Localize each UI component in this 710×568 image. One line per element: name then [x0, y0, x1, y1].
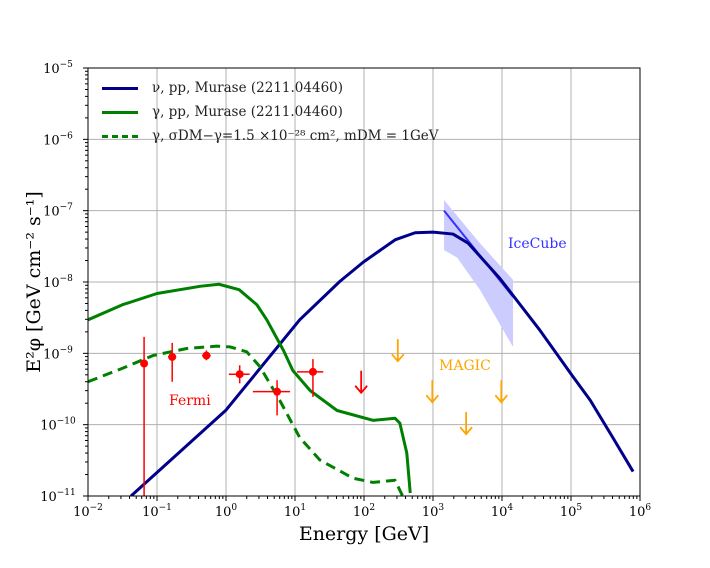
- x-tick-exponent: −2: [90, 503, 103, 513]
- x-tick-base: 10: [491, 505, 508, 520]
- y-tick-exponent: −6: [60, 131, 74, 141]
- y-tick-label: 10−6: [43, 131, 73, 148]
- plot-frame: [87, 67, 641, 497]
- legend-item-gamma-dm: γ, σDM−γ=1.5 ×10⁻²⁸ cm², mDM = 1GeV: [96, 124, 439, 148]
- x-tick-label: 106: [629, 503, 652, 520]
- fermi-data-point: [168, 352, 177, 361]
- legend-item-neutrino: ν, pp, Murase (2211.04460): [96, 76, 439, 100]
- legend-label-neutrino: ν, pp, Murase (2211.04460): [152, 80, 344, 96]
- y-tick-exponent: −7: [60, 203, 74, 213]
- neutrino-pp-curve: [129, 230, 635, 496]
- legend-swatch-neutrino: [102, 86, 138, 90]
- fermi-data-point: [308, 367, 317, 376]
- magic-upper-limit-head: [459, 426, 473, 436]
- x-tick-exponent: −1: [159, 503, 172, 513]
- x-tick-label: 102: [353, 503, 375, 520]
- x-tick-label: 10−2: [73, 503, 103, 520]
- y-tick-label: 10−5: [43, 60, 73, 77]
- x-tick-label: 10−1: [142, 503, 172, 520]
- x-tick-label: 101: [284, 503, 306, 520]
- x-axis-label: Energy [GeV]: [299, 523, 429, 545]
- x-tick-exponent: 5: [576, 503, 582, 513]
- x-tick-exponent: 1: [300, 503, 306, 513]
- legend-swatch-gamma-dm: [102, 134, 138, 138]
- x-tick-base: 10: [560, 505, 577, 520]
- y-tick-base: 10: [40, 419, 57, 434]
- x-tick-base: 10: [422, 505, 439, 520]
- y-tick-exponent: −5: [60, 60, 74, 70]
- icecube-band: [444, 200, 514, 347]
- y-tick-base: 10: [43, 276, 60, 291]
- gamma-pp-curve: [88, 282, 412, 494]
- fermi-data-point: [235, 370, 244, 379]
- icecube-label: IceCube: [508, 236, 567, 252]
- y-tick-label: 10−10: [40, 417, 76, 434]
- y-tick-label: 10−7: [43, 203, 73, 220]
- y-tick-label: 10−11: [40, 488, 76, 505]
- y-tick-base: 10: [43, 133, 60, 148]
- x-tick-base: 10: [284, 505, 301, 520]
- legend-item-gamma: γ, pp, Murase (2211.04460): [96, 100, 439, 124]
- magic-label: MAGIC: [439, 358, 491, 374]
- fermi-data-point: [140, 359, 149, 368]
- legend-swatch-gamma: [102, 110, 138, 114]
- magic-upper-limit-head: [425, 394, 439, 404]
- x-tick-exponent: 0: [231, 503, 237, 513]
- gamma-dm-dashed-curve: [88, 344, 405, 496]
- y-tick-base: 10: [40, 490, 57, 505]
- x-tick-label: 105: [560, 503, 583, 520]
- x-tick-base: 10: [215, 505, 232, 520]
- fermi-data-point: [273, 387, 282, 396]
- y-tick-exponent: −8: [60, 274, 74, 284]
- y-tick-base: 10: [43, 205, 60, 220]
- x-tick-label: 103: [422, 503, 445, 520]
- legend: ν, pp, Murase (2211.04460) γ, pp, Murase…: [96, 76, 439, 148]
- x-tick-base: 10: [73, 505, 90, 520]
- plot-area: [88, 200, 635, 496]
- x-tick-label: 104: [491, 503, 514, 520]
- x-tick-exponent: 3: [438, 503, 444, 513]
- fermi-upper-limit-head: [354, 385, 368, 395]
- fermi-label: Fermi: [169, 393, 211, 409]
- x-tick-exponent: 4: [507, 503, 513, 513]
- x-tick-label: 100: [215, 503, 238, 520]
- fermi-data-point: [202, 351, 211, 360]
- magic-upper-limit-head: [391, 353, 405, 363]
- legend-label-gamma: γ, pp, Murase (2211.04460): [152, 104, 343, 120]
- x-tick-base: 10: [629, 505, 646, 520]
- y-tick-label: 10−9: [43, 345, 73, 362]
- x-tick-exponent: 2: [369, 503, 375, 513]
- legend-label-gamma-dm: γ, σDM−γ=1.5 ×10⁻²⁸ cm², mDM = 1GeV: [152, 128, 439, 144]
- y-tick-exponent: −9: [60, 345, 74, 355]
- y-tick-exponent: −11: [57, 488, 76, 498]
- magic-upper-limit-head: [494, 394, 508, 404]
- y-tick-exponent: −10: [57, 417, 76, 427]
- y-axis-label: E²φ [GeV cm⁻² s⁻¹]: [23, 191, 45, 373]
- y-tick-base: 10: [43, 347, 60, 362]
- x-tick-exponent: 6: [645, 503, 651, 513]
- x-tick-base: 10: [353, 505, 370, 520]
- x-tick-base: 10: [142, 505, 159, 520]
- y-tick-base: 10: [43, 62, 60, 77]
- y-tick-label: 10−8: [43, 274, 73, 291]
